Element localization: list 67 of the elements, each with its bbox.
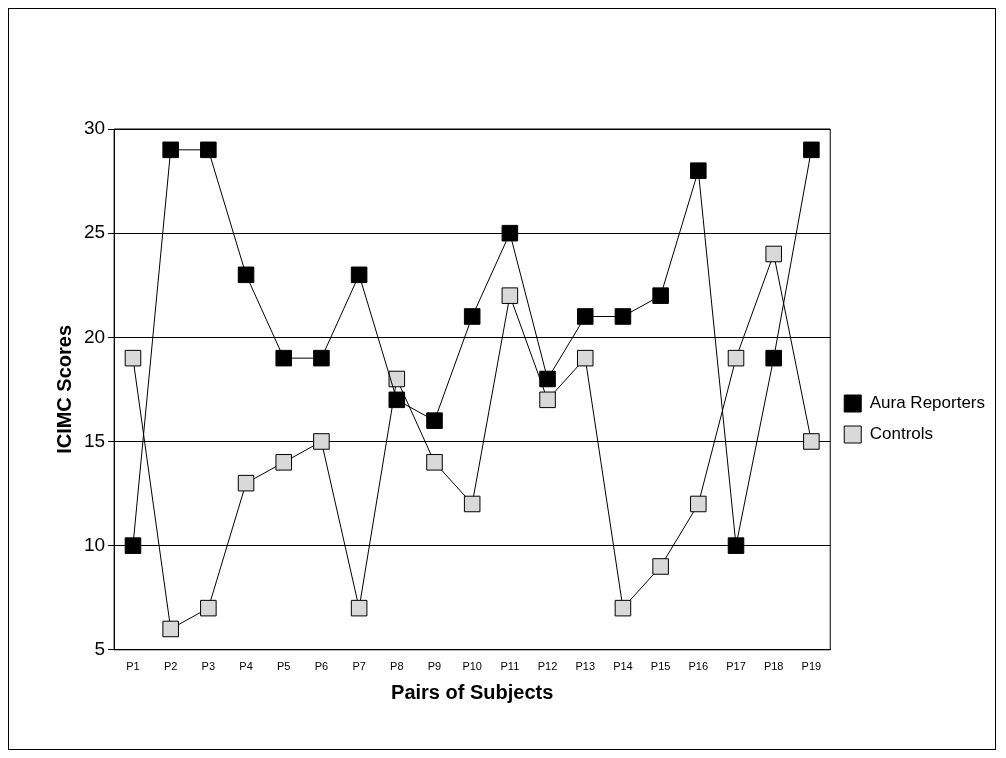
point [162,141,179,159]
point [124,537,142,554]
point [539,370,556,388]
x-tick-label: P12 [537,660,558,673]
point [275,349,293,367]
point [690,495,707,513]
point [727,349,745,367]
point [313,433,330,450]
x-tick-label: P19 [801,660,822,673]
point [426,412,443,429]
point [614,599,632,617]
x-tick-label: P1 [126,660,140,673]
x-tick-label: P18 [763,660,784,673]
x-tick-label: P6 [314,660,329,673]
point [388,391,406,409]
point [350,266,368,284]
point [388,370,406,388]
point [313,349,330,367]
x-tick-label: P11 [500,660,520,673]
y-tick-label: 10 [83,533,106,555]
x-tick-label: P16 [688,660,709,673]
point [803,141,820,159]
x-tick-label: P10 [462,660,482,673]
y-axis-title: ICIMC Scores [52,324,75,454]
point [652,558,669,575]
point [765,349,782,367]
point [803,433,820,450]
x-tick-label: P5 [277,660,291,673]
y-tick-label: 25 [83,221,106,243]
point [501,224,519,242]
point [463,308,481,325]
x-tick-label: P13 [575,660,596,673]
point [576,308,594,325]
x-tick-label: P9 [427,660,442,673]
point [162,620,179,638]
point [426,454,443,471]
legend-label: Aura Reporters [869,393,986,413]
point [690,162,707,179]
point [463,495,481,513]
legend-label: Controls [869,424,934,444]
point [539,391,556,409]
y-tick-label: 30 [83,117,106,139]
x-tick-label: P15 [650,660,671,673]
y-tick-label: 5 [94,638,106,660]
point [237,474,255,492]
point [200,599,217,617]
x-tick-label: P3 [201,660,216,673]
x-tick-label: P4 [239,660,253,673]
x-tick-label: P17 [726,660,746,673]
point [200,141,217,159]
point [614,308,632,325]
point [727,537,745,554]
point [765,245,782,263]
point [350,599,368,617]
x-tick-label: P7 [352,660,366,673]
point [124,349,142,367]
x-tick-label: P2 [163,660,178,673]
x-axis-title: Pairs of Subjects [391,680,554,703]
x-tick-label: P14 [613,660,633,673]
y-tick-label: 15 [83,429,106,451]
y-tick-label: 20 [83,325,106,347]
point [576,349,594,367]
x-tick-label: P8 [390,660,404,673]
point [501,287,519,304]
point [237,266,255,284]
point [275,454,293,471]
point [652,287,669,304]
